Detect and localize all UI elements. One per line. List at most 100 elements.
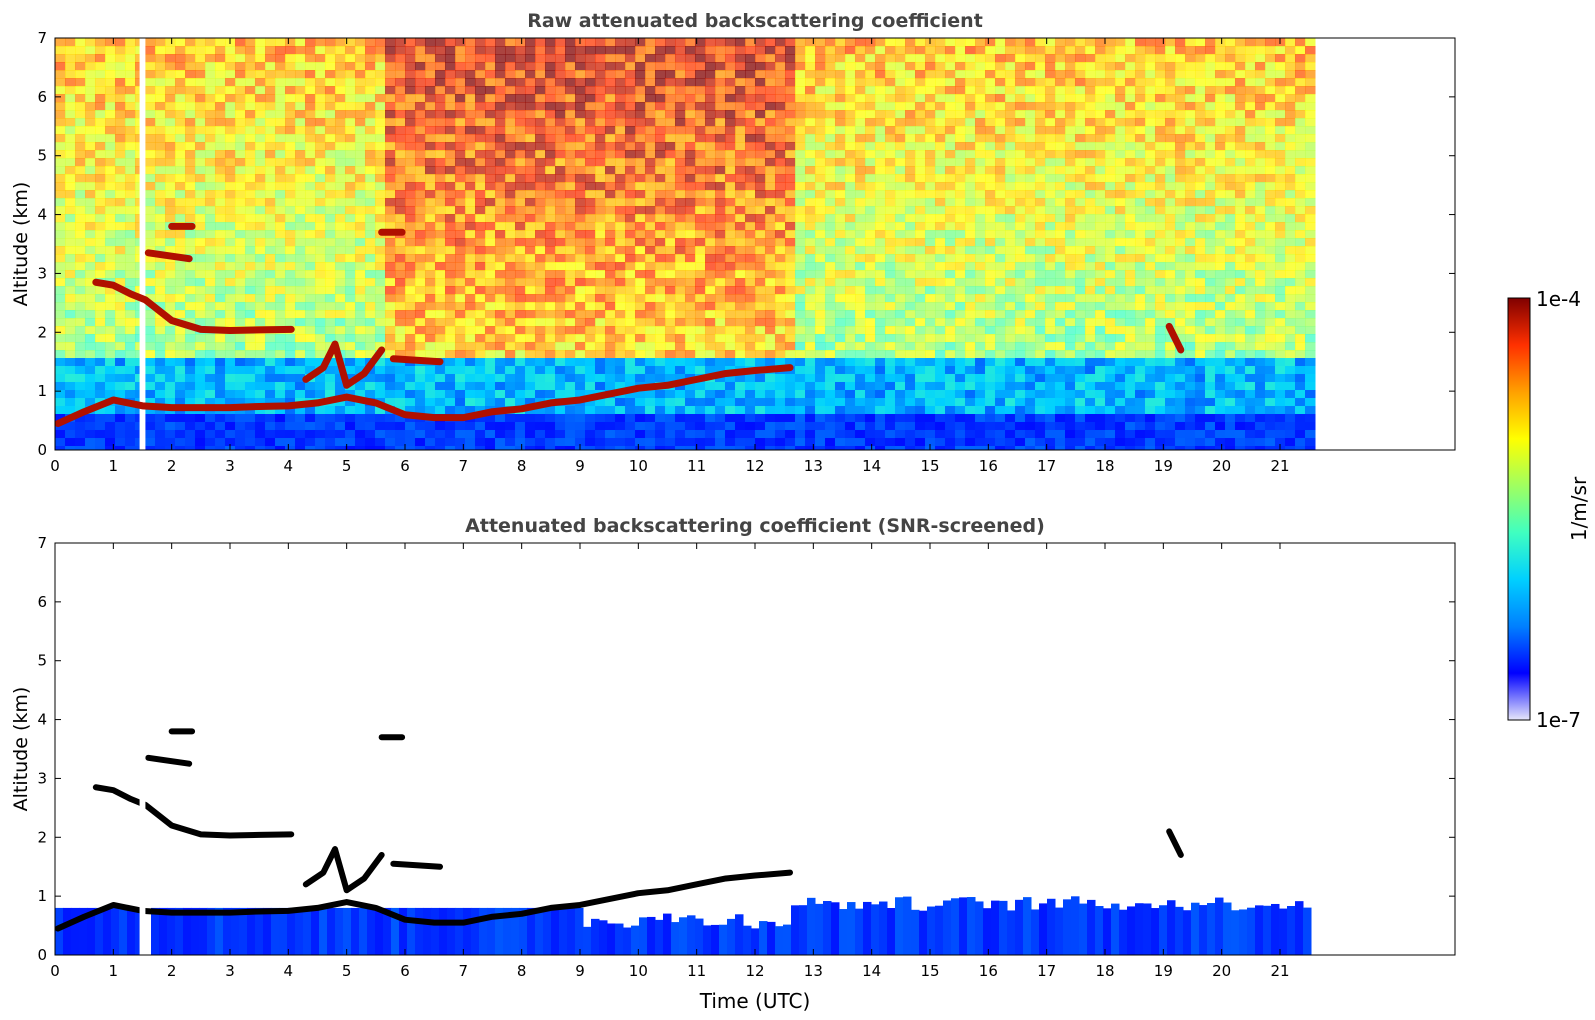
heatmap-cell bbox=[695, 78, 706, 87]
heatmap-cell bbox=[705, 78, 716, 87]
heatmap-cell bbox=[585, 78, 596, 87]
heatmap-cell bbox=[765, 334, 776, 343]
heatmap-cell bbox=[715, 46, 726, 55]
heatmap-cell bbox=[935, 374, 946, 383]
heatmap-cell bbox=[915, 198, 926, 207]
heatmap-cell bbox=[385, 246, 396, 255]
heatmap-cell bbox=[675, 86, 686, 95]
heatmap-cell bbox=[945, 222, 956, 231]
heatmap-cell bbox=[105, 118, 116, 127]
heatmap-cell bbox=[75, 246, 86, 255]
heatmap-cell bbox=[115, 198, 126, 207]
heatmap-cell bbox=[345, 150, 356, 159]
heatmap-cell bbox=[1005, 390, 1016, 399]
heatmap-cell bbox=[765, 102, 776, 111]
heatmap-cell bbox=[505, 414, 516, 423]
heatmap-cell bbox=[555, 310, 566, 319]
heatmap-cell bbox=[405, 134, 416, 143]
heatmap-cell bbox=[755, 350, 766, 359]
heatmap-cell bbox=[905, 54, 916, 63]
heatmap-cell bbox=[515, 254, 526, 263]
heatmap-cell bbox=[145, 414, 156, 423]
heatmap-cell bbox=[275, 222, 286, 231]
heatmap-cell bbox=[375, 46, 386, 55]
heatmap-cell bbox=[255, 142, 266, 151]
heatmap-cell bbox=[825, 102, 836, 111]
heatmap-cell bbox=[525, 134, 536, 143]
heatmap-cell bbox=[355, 54, 366, 63]
heatmap-cell bbox=[615, 342, 626, 351]
heatmap-cell bbox=[85, 78, 96, 87]
heatmap-cell bbox=[105, 366, 116, 375]
heatmap-cell bbox=[715, 334, 726, 343]
heatmap-cell bbox=[685, 62, 696, 71]
heatmap-cell bbox=[155, 134, 166, 143]
heatmap-cell bbox=[625, 318, 636, 327]
heatmap-cell bbox=[385, 94, 396, 103]
heatmap-cell bbox=[735, 38, 746, 47]
heatmap-cell bbox=[695, 94, 706, 103]
heatmap-cell bbox=[955, 198, 966, 207]
heatmap-cell bbox=[845, 406, 856, 415]
heatmap-cell bbox=[465, 422, 476, 431]
heatmap-cell bbox=[465, 62, 476, 71]
heatmap-cell bbox=[305, 94, 316, 103]
heatmap-cell bbox=[95, 326, 106, 335]
heatmap-cell bbox=[85, 382, 96, 391]
heatmap-cell bbox=[815, 390, 826, 399]
heatmap-cell bbox=[575, 286, 586, 295]
heatmap-cell bbox=[505, 214, 516, 223]
heatmap-cell bbox=[85, 414, 96, 423]
heatmap-cell bbox=[875, 54, 886, 63]
heatmap-cell bbox=[835, 382, 846, 391]
heatmap-cell bbox=[635, 406, 646, 415]
heatmap-cell bbox=[475, 390, 486, 399]
heatmap-cell bbox=[225, 174, 236, 183]
heatmap-cell bbox=[545, 382, 556, 391]
heatmap-cell bbox=[855, 78, 866, 87]
heatmap-cell bbox=[325, 278, 336, 287]
heatmap-cell bbox=[975, 278, 986, 287]
heatmap-cell bbox=[665, 342, 676, 351]
heatmap-cell bbox=[415, 158, 426, 167]
heatmap-cell bbox=[245, 166, 256, 175]
heatmap-cell bbox=[685, 270, 696, 279]
heatmap-cell bbox=[115, 406, 126, 415]
heatmap-cell bbox=[625, 54, 636, 63]
heatmap-cell bbox=[725, 446, 736, 450]
heatmap-cell bbox=[295, 326, 306, 335]
heatmap-cell bbox=[125, 46, 136, 55]
heatmap-cell bbox=[155, 86, 166, 95]
heatmap-cell bbox=[835, 86, 846, 95]
heatmap-cell bbox=[415, 182, 426, 191]
heatmap-cell bbox=[525, 78, 536, 87]
heatmap-cell bbox=[85, 182, 96, 191]
heatmap-cell bbox=[935, 342, 946, 351]
heatmap-cell bbox=[845, 206, 856, 215]
heatmap-cell bbox=[675, 358, 686, 367]
heatmap-cell bbox=[425, 118, 436, 127]
heatmap-cell bbox=[325, 206, 336, 215]
heatmap-cell bbox=[525, 382, 536, 391]
heatmap-cell bbox=[505, 366, 516, 375]
heatmap-cell bbox=[805, 102, 816, 111]
heatmap-cell bbox=[835, 70, 846, 79]
heatmap-cell bbox=[375, 318, 386, 327]
heatmap-cell bbox=[945, 430, 956, 439]
heatmap-cell bbox=[765, 390, 776, 399]
heatmap-cell bbox=[95, 438, 106, 447]
heatmap-cell bbox=[225, 246, 236, 255]
heatmap-cell bbox=[525, 422, 536, 431]
heatmap-cell bbox=[755, 182, 766, 191]
heatmap-cell bbox=[395, 150, 406, 159]
heatmap-cell bbox=[255, 382, 266, 391]
heatmap-cell bbox=[435, 238, 446, 247]
heatmap-cell bbox=[515, 222, 526, 231]
heatmap-cell bbox=[565, 190, 576, 199]
heatmap-cell bbox=[1005, 190, 1016, 199]
heatmap-cell bbox=[365, 110, 376, 119]
heatmap-cell bbox=[185, 294, 196, 303]
heatmap-cell bbox=[305, 326, 316, 335]
heatmap-cell bbox=[415, 326, 426, 335]
heatmap-cell bbox=[115, 414, 126, 423]
